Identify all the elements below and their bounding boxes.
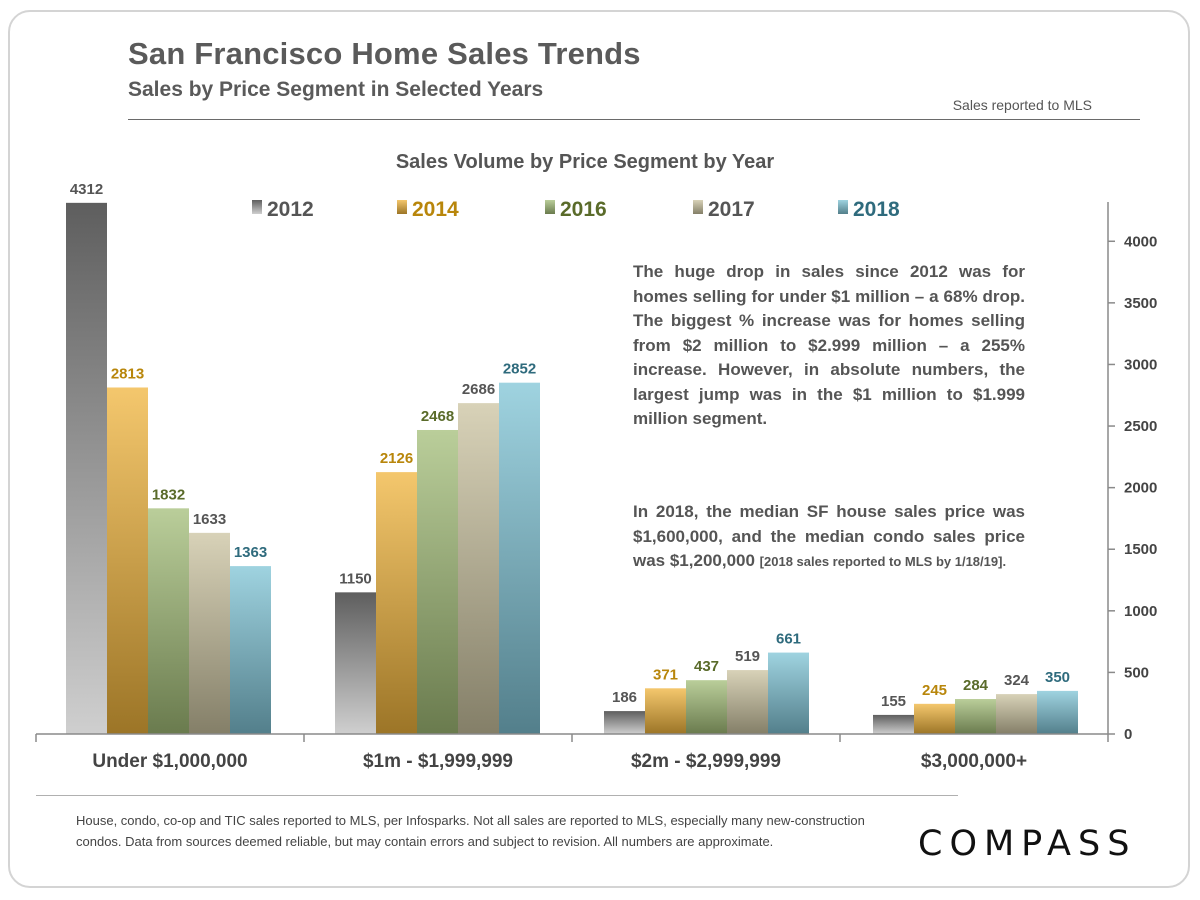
bar-2014-3 [914, 703, 955, 734]
bar-2012-2 [604, 711, 645, 734]
chart-legend: 2012 2014 2016 2017 2018 [252, 198, 900, 221]
legend-swatch-2017 [693, 200, 703, 214]
footer-divider [36, 795, 958, 796]
x-tick-label-3: $3,000,000+ [921, 751, 1027, 772]
data-label-2018-2: 661 [776, 631, 801, 648]
data-label-2012-3: 155 [881, 693, 906, 710]
data-label-2012-2: 186 [612, 689, 637, 706]
y-tick-label-2000: 2000 [1124, 480, 1157, 497]
y-tick-label-1500: 1500 [1124, 541, 1157, 558]
bar-2014-0 [107, 387, 148, 734]
y-tick-label-3000: 3000 [1124, 356, 1157, 373]
bar-2012-3 [873, 714, 914, 734]
slide-frame [8, 10, 1190, 888]
y-tick-label-1000: 1000 [1124, 603, 1157, 620]
bar-2016-2 [686, 680, 727, 734]
data-label-2017-3: 324 [1004, 672, 1030, 689]
header-divider [128, 119, 1140, 120]
legend-swatch-2016 [545, 200, 555, 214]
data-label-2016-3: 284 [963, 677, 989, 694]
x-tick-label-0: Under $1,000,000 [92, 751, 247, 772]
data-label-2014-3: 245 [922, 682, 947, 699]
bar-2012-1 [335, 592, 376, 734]
bar-2018-2 [768, 652, 809, 734]
source-note: Sales reported to MLS [952, 97, 1092, 113]
bar-2014-2 [645, 688, 686, 734]
y-tick-label-4000: 4000 [1124, 233, 1157, 250]
bar-2018-3 [1037, 690, 1078, 734]
bar-2016-3 [955, 699, 996, 734]
bar-2017-3 [996, 694, 1037, 734]
data-label-2017-0: 1633 [193, 511, 226, 528]
legend-label-2012: 2012 [267, 198, 314, 221]
data-label-2017-1: 2686 [462, 381, 495, 398]
bar-2012-0 [66, 202, 107, 735]
bar-2014-1 [376, 472, 417, 734]
bar-2017-0 [189, 532, 230, 734]
data-label-2014-1: 2126 [380, 450, 413, 467]
compass-logo: COMPASS [918, 824, 1137, 864]
y-tick-label-2500: 2500 [1124, 418, 1157, 435]
bar-2017-2 [727, 670, 768, 734]
annotation-paragraph-2: In 2018, the median SF house sales price… [633, 500, 1025, 575]
data-label-2016-1: 2468 [421, 408, 454, 425]
data-label-2018-3: 350 [1045, 669, 1070, 686]
bar-2017-1 [458, 403, 499, 734]
legend-swatch-2014 [397, 200, 407, 214]
bar-2016-0 [148, 508, 189, 734]
data-label-2018-1: 2852 [503, 361, 536, 378]
annotation-paragraph-2-note: [2018 sales reported to MLS by 1/18/19]. [759, 554, 1007, 569]
annotation-paragraph-2-main: In 2018, the median SF house sales price… [633, 502, 1025, 570]
page-title: San Francisco Home Sales Trends [128, 36, 641, 71]
data-label-2016-2: 437 [694, 658, 719, 675]
bar-2018-0 [230, 566, 271, 734]
legend-swatch-2018 [838, 200, 848, 214]
legend-label-2018: 2018 [853, 198, 900, 221]
y-tick-label-3500: 3500 [1124, 295, 1157, 312]
data-label-2012-1: 1150 [339, 570, 372, 587]
x-tick-label-2: $2m - $2,999,999 [631, 751, 781, 772]
data-label-2018-0: 1363 [234, 544, 267, 561]
footnote: House, condo, co-op and TIC sales report… [76, 813, 865, 849]
legend-label-2017: 2017 [708, 198, 755, 221]
x-tick-label-1: $1m - $1,999,999 [363, 751, 513, 772]
data-label-2017-2: 519 [735, 648, 760, 665]
page-subtitle: Sales by Price Segment in Selected Years [128, 78, 544, 101]
annotation-paragraph-1: The huge drop in sales since 2012 was fo… [633, 262, 1025, 428]
data-label-2014-2: 371 [653, 666, 678, 683]
legend-label-2016: 2016 [560, 198, 607, 221]
data-label-2012-0: 4312 [70, 181, 103, 198]
y-tick-label-0: 0 [1124, 726, 1132, 743]
data-label-2016-0: 1832 [152, 486, 185, 503]
data-label-2014-0: 2813 [111, 365, 144, 382]
bars-group: 4312 2813 1832 1633 1363 1150 2126 2468 2686 2852… [66, 181, 1078, 735]
bar-2018-1 [499, 382, 540, 734]
legend-label-2014: 2014 [412, 198, 459, 221]
bar-2016-1 [417, 429, 458, 734]
y-tick-label-500: 500 [1124, 664, 1149, 681]
legend-swatch-2012 [252, 200, 262, 214]
axes-group: Under $1,000,000 $1m - $1,999,999 $2m - $2… [35, 202, 1157, 772]
chart-title: Sales Volume by Price Segment by Year [396, 151, 775, 173]
